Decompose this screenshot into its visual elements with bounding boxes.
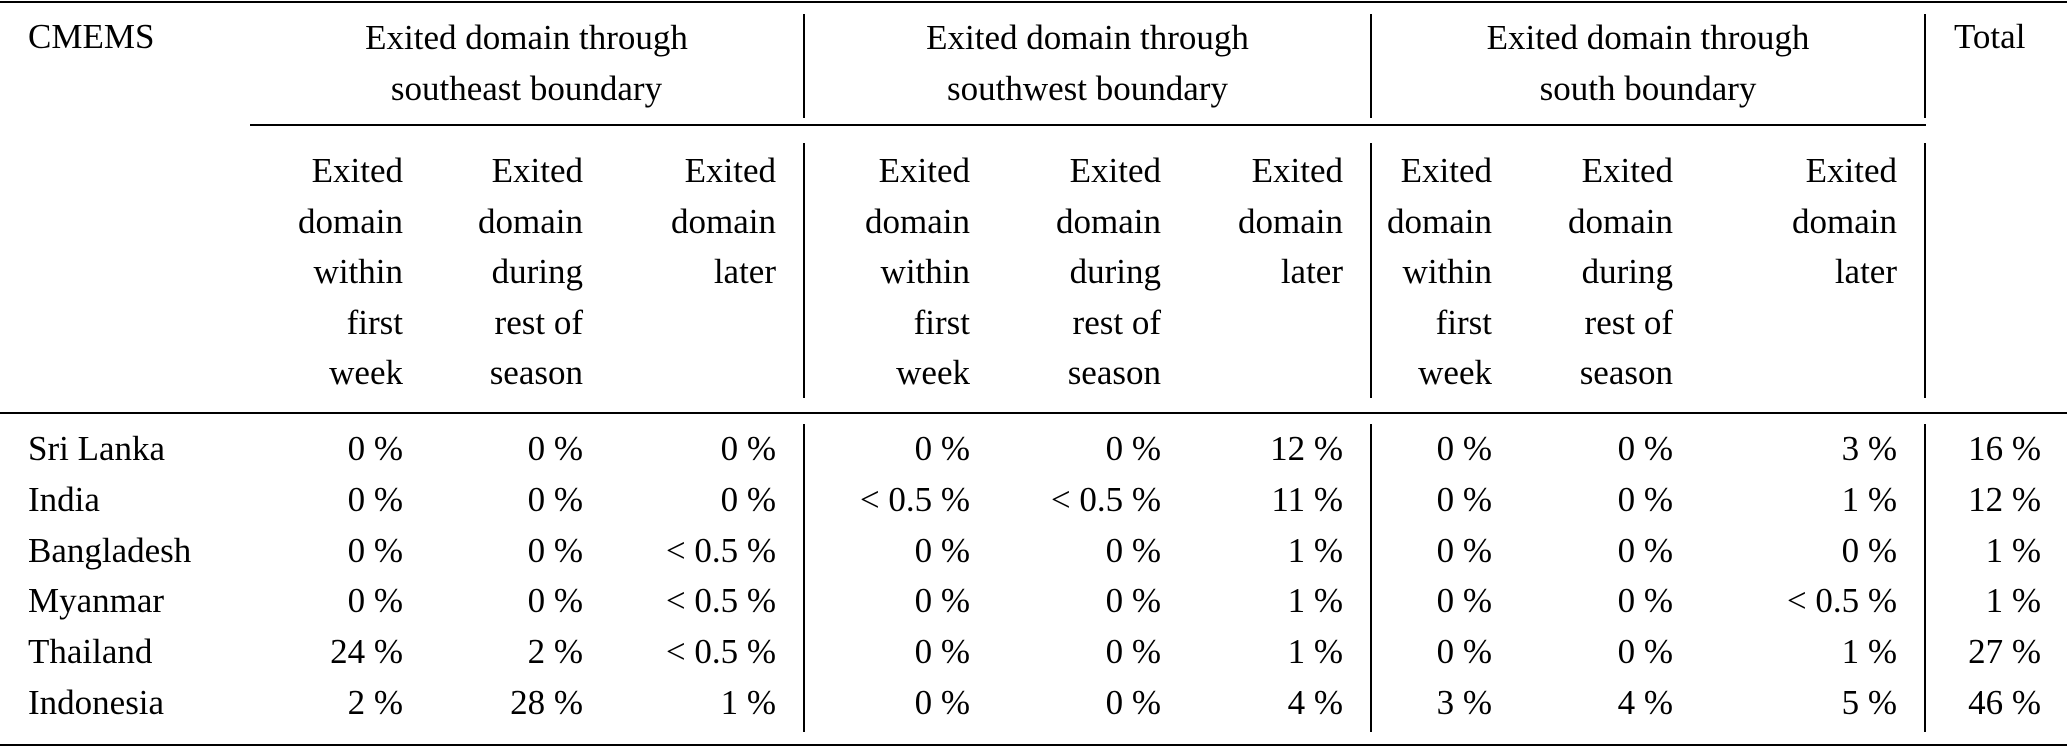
- subheader-cell: Exited domain within first week: [298, 151, 403, 392]
- table-cell: 0 %: [1617, 581, 1673, 621]
- bottom-rule: [0, 744, 2067, 746]
- table-cell: 1 %: [1287, 632, 1343, 672]
- table-cell: 0 %: [527, 479, 583, 519]
- subheader-cell: Exited domain during rest of season: [478, 151, 583, 392]
- total-cell: 12 %: [1968, 479, 2041, 519]
- total-cell: 27 %: [1968, 632, 2041, 672]
- table-cell: 2 %: [527, 632, 583, 672]
- header-bottom-rule: [0, 412, 2067, 414]
- subheader-cell: Exited domain during rest of season: [1568, 151, 1673, 392]
- table-cell: < 0.5 %: [665, 581, 776, 621]
- table-cell: 0 %: [1617, 530, 1673, 570]
- table-cell: 0 %: [1105, 581, 1161, 621]
- total-cell: 16 %: [1968, 429, 2041, 468]
- row-label: Thailand: [28, 632, 153, 672]
- table-cell: 1 %: [1841, 632, 1897, 672]
- table-cell: 0 %: [1105, 429, 1161, 468]
- table-cell: 0 %: [914, 683, 970, 722]
- table-cell: 0 %: [1436, 530, 1492, 570]
- row-label: India: [28, 479, 100, 519]
- subheader-cell: Exited domain within first week: [1387, 151, 1492, 392]
- header-divider-1: [803, 14, 805, 118]
- table-cell: 5 %: [1841, 683, 1897, 722]
- table-cell: 0 %: [347, 530, 403, 570]
- top-rule: [0, 1, 2067, 3]
- table-cell: 0 %: [1436, 581, 1492, 621]
- table-cell: 0 %: [720, 429, 776, 468]
- subheader-divider-3: [1924, 143, 1926, 398]
- row-label: Bangladesh: [28, 530, 192, 570]
- table-cell: < 0.5 %: [1786, 581, 1897, 621]
- table-cell: 28 %: [510, 683, 583, 722]
- body-divider-2: [1370, 424, 1372, 732]
- table-cell: 1 %: [1287, 530, 1343, 570]
- table-cell: 0 %: [347, 479, 403, 519]
- table-cell: 1 %: [1841, 479, 1897, 519]
- table-cell: 1 %: [720, 683, 776, 722]
- table-cell: 0 %: [1436, 429, 1492, 468]
- header-divider-3: [1924, 14, 1926, 118]
- row-label: Indonesia: [28, 683, 165, 722]
- table-cell: 0 %: [347, 429, 403, 468]
- subheader-divider-2: [1370, 143, 1372, 398]
- table-cell: 0 %: [914, 632, 970, 672]
- body-divider-3: [1924, 424, 1926, 732]
- table-cell: 3 %: [1436, 683, 1492, 722]
- total-header: Total: [1954, 17, 2026, 56]
- row-label: Myanmar: [28, 581, 165, 621]
- table-cell: 0 %: [914, 530, 970, 570]
- table-cell: 12 %: [1270, 429, 1343, 468]
- total-cell: 46 %: [1968, 683, 2041, 722]
- table-cell: 0 %: [1617, 429, 1673, 468]
- group-header-south: Exited domain through south boundary: [1486, 18, 1810, 108]
- total-cell: 1 %: [1985, 581, 2041, 621]
- table-cell: 0 %: [720, 479, 776, 519]
- table-cell: < 0.5 %: [1050, 479, 1161, 519]
- table-cell: 0 %: [1617, 479, 1673, 519]
- subheader-cell: Exited domain later: [671, 151, 776, 291]
- table-cell: < 0.5 %: [665, 632, 776, 672]
- table-cell: 4 %: [1287, 683, 1343, 722]
- table-cell: 4 %: [1617, 683, 1673, 722]
- table-cell: 0 %: [1105, 530, 1161, 570]
- corner-label: CMEMS: [28, 17, 155, 56]
- table-cell: 0 %: [1436, 479, 1492, 519]
- table-cell: 2 %: [347, 683, 403, 722]
- table-cell: 0 %: [1105, 632, 1161, 672]
- table-cell: 0 %: [1841, 530, 1897, 570]
- subheader-cell: Exited domain within first week: [865, 151, 970, 392]
- table-cell: 0 %: [1105, 683, 1161, 722]
- subheader-divider-1: [803, 143, 805, 398]
- table-cell: 0 %: [527, 429, 583, 468]
- table-cell: 11 %: [1271, 479, 1343, 519]
- table-cell: 0 %: [1617, 632, 1673, 672]
- table-cell: 0 %: [914, 581, 970, 621]
- table-cell: 0 %: [527, 581, 583, 621]
- group-header-rule: [250, 124, 1926, 126]
- subheader-cell: Exited domain later: [1238, 151, 1343, 291]
- table-cell: < 0.5 %: [665, 530, 776, 570]
- subheader-cell: Exited domain during rest of season: [1056, 151, 1161, 392]
- total-cell: 1 %: [1985, 530, 2041, 570]
- table-cell: 0 %: [347, 581, 403, 621]
- group-header-southwest: Exited domain through southwest boundary: [926, 18, 1249, 108]
- table-cell: 0 %: [1436, 632, 1492, 672]
- table-cell: 3 %: [1841, 429, 1897, 468]
- row-label: Sri Lanka: [28, 429, 166, 468]
- table-cell: 0 %: [527, 530, 583, 570]
- group-header-southeast: Exited domain through southeast boundary: [365, 18, 688, 108]
- table-cell: < 0.5 %: [859, 479, 970, 519]
- table-cell: 1 %: [1287, 581, 1343, 621]
- header-divider-2: [1370, 14, 1372, 118]
- table-cell: 24 %: [330, 632, 403, 672]
- table-cell: 0 %: [914, 429, 970, 468]
- body-divider-1: [803, 424, 805, 732]
- subheader-cell: Exited domain later: [1792, 151, 1897, 291]
